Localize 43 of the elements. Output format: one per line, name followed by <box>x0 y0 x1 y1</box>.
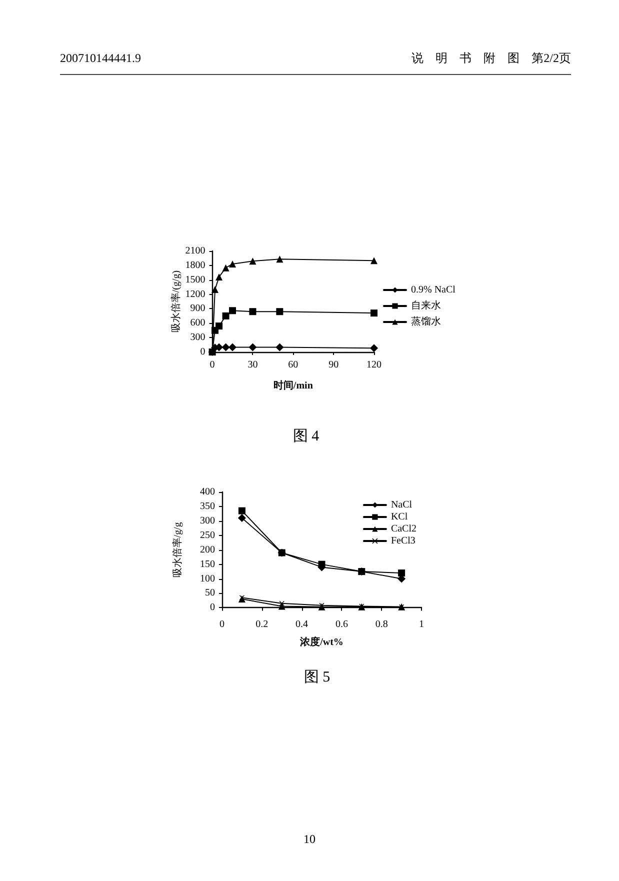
y-tick-label: 1800 <box>185 260 206 271</box>
y-tick-label: 600 <box>190 318 206 329</box>
x-tick-label: 60 <box>288 360 298 370</box>
legend-label: FeCl3 <box>390 536 416 546</box>
y-tick-label: 1500 <box>185 274 206 286</box>
y-axis-title: 吸水倍率/g/g <box>172 522 184 578</box>
legend-label: 蒸馏水 <box>411 316 441 328</box>
y-tick-label: 0 <box>200 346 206 358</box>
x-tick-label: 90 <box>328 360 339 370</box>
y-tick-label: 50 <box>205 588 215 599</box>
y-tick-label: 1200 <box>185 288 206 300</box>
y-tick-label: 200 <box>200 544 215 556</box>
x-tick-label: 0.8 <box>375 619 388 630</box>
x-axis-title: 时间/min <box>273 380 314 392</box>
y-tick-label: 100 <box>200 573 215 584</box>
x-tick-label: 30 <box>248 360 258 370</box>
text: 10 <box>302 832 316 846</box>
y-tick-label: 400 <box>200 486 215 498</box>
y-tick-label: 900 <box>190 303 206 314</box>
text: 图 4 <box>292 428 320 444</box>
y-tick-label: 350 <box>200 500 215 512</box>
y-tick-label: 0 <box>210 602 215 614</box>
y-tick-label: 300 <box>200 515 215 526</box>
x-tick-label: 0.6 <box>335 619 348 630</box>
x-tick-label: 0.2 <box>256 619 268 630</box>
text: 图 5 <box>304 670 330 686</box>
legend-label: CaCl2 <box>390 524 417 534</box>
x-axis-title: 浓度/wt% <box>299 636 344 648</box>
legend-label: NaCl <box>390 500 412 510</box>
x-tick-label: 0 <box>220 619 224 630</box>
x-tick-label: 0.4 <box>296 619 308 630</box>
y-tick-label: 2100 <box>185 246 206 256</box>
y-axis-title: 吸水倍率/(g/g) <box>170 270 182 333</box>
y-tick-label: 300 <box>190 332 206 344</box>
x-tick-label: 1 <box>419 619 424 630</box>
legend-label: KCl <box>390 512 408 522</box>
y-tick-label: 150 <box>200 558 215 570</box>
y-tick-label: 250 <box>200 530 215 541</box>
text: 200710144441.9 <box>60 51 141 65</box>
text: 说 明 书 附 图 第2/2页 <box>412 51 571 65</box>
legend-label: 0.9% NaCl <box>411 284 456 296</box>
x-tick-label: 120 <box>366 360 382 370</box>
legend-label: 自来水 <box>411 300 441 312</box>
